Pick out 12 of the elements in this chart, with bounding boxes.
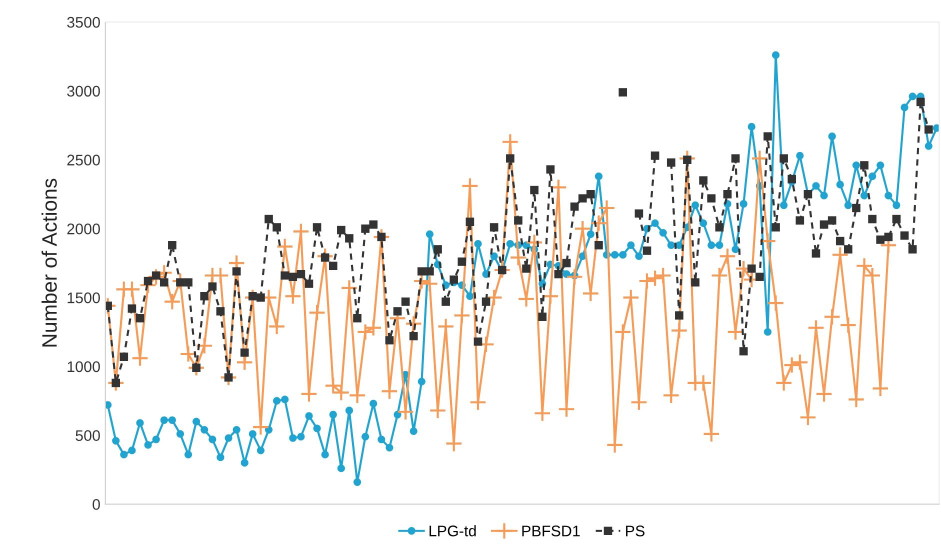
y-tick-label: 1500: [68, 292, 100, 304]
y-axis-title: Number of Actions: [42, 178, 57, 346]
y-tick-label: 500: [76, 430, 100, 441]
y-tick-label: 3000: [67, 86, 100, 97]
legend-label: LPG-td: [430, 525, 476, 536]
legend-label: PBFSD1: [522, 526, 580, 536]
y-tick-label: 3500: [67, 16, 100, 28]
y-tick-label: 2000: [67, 224, 100, 234]
y-tick-label: 2500: [67, 154, 100, 166]
y-tick-label: 1000: [68, 361, 100, 372]
y-tick-label: 0: [92, 499, 100, 510]
legend-label: PS: [626, 526, 644, 536]
